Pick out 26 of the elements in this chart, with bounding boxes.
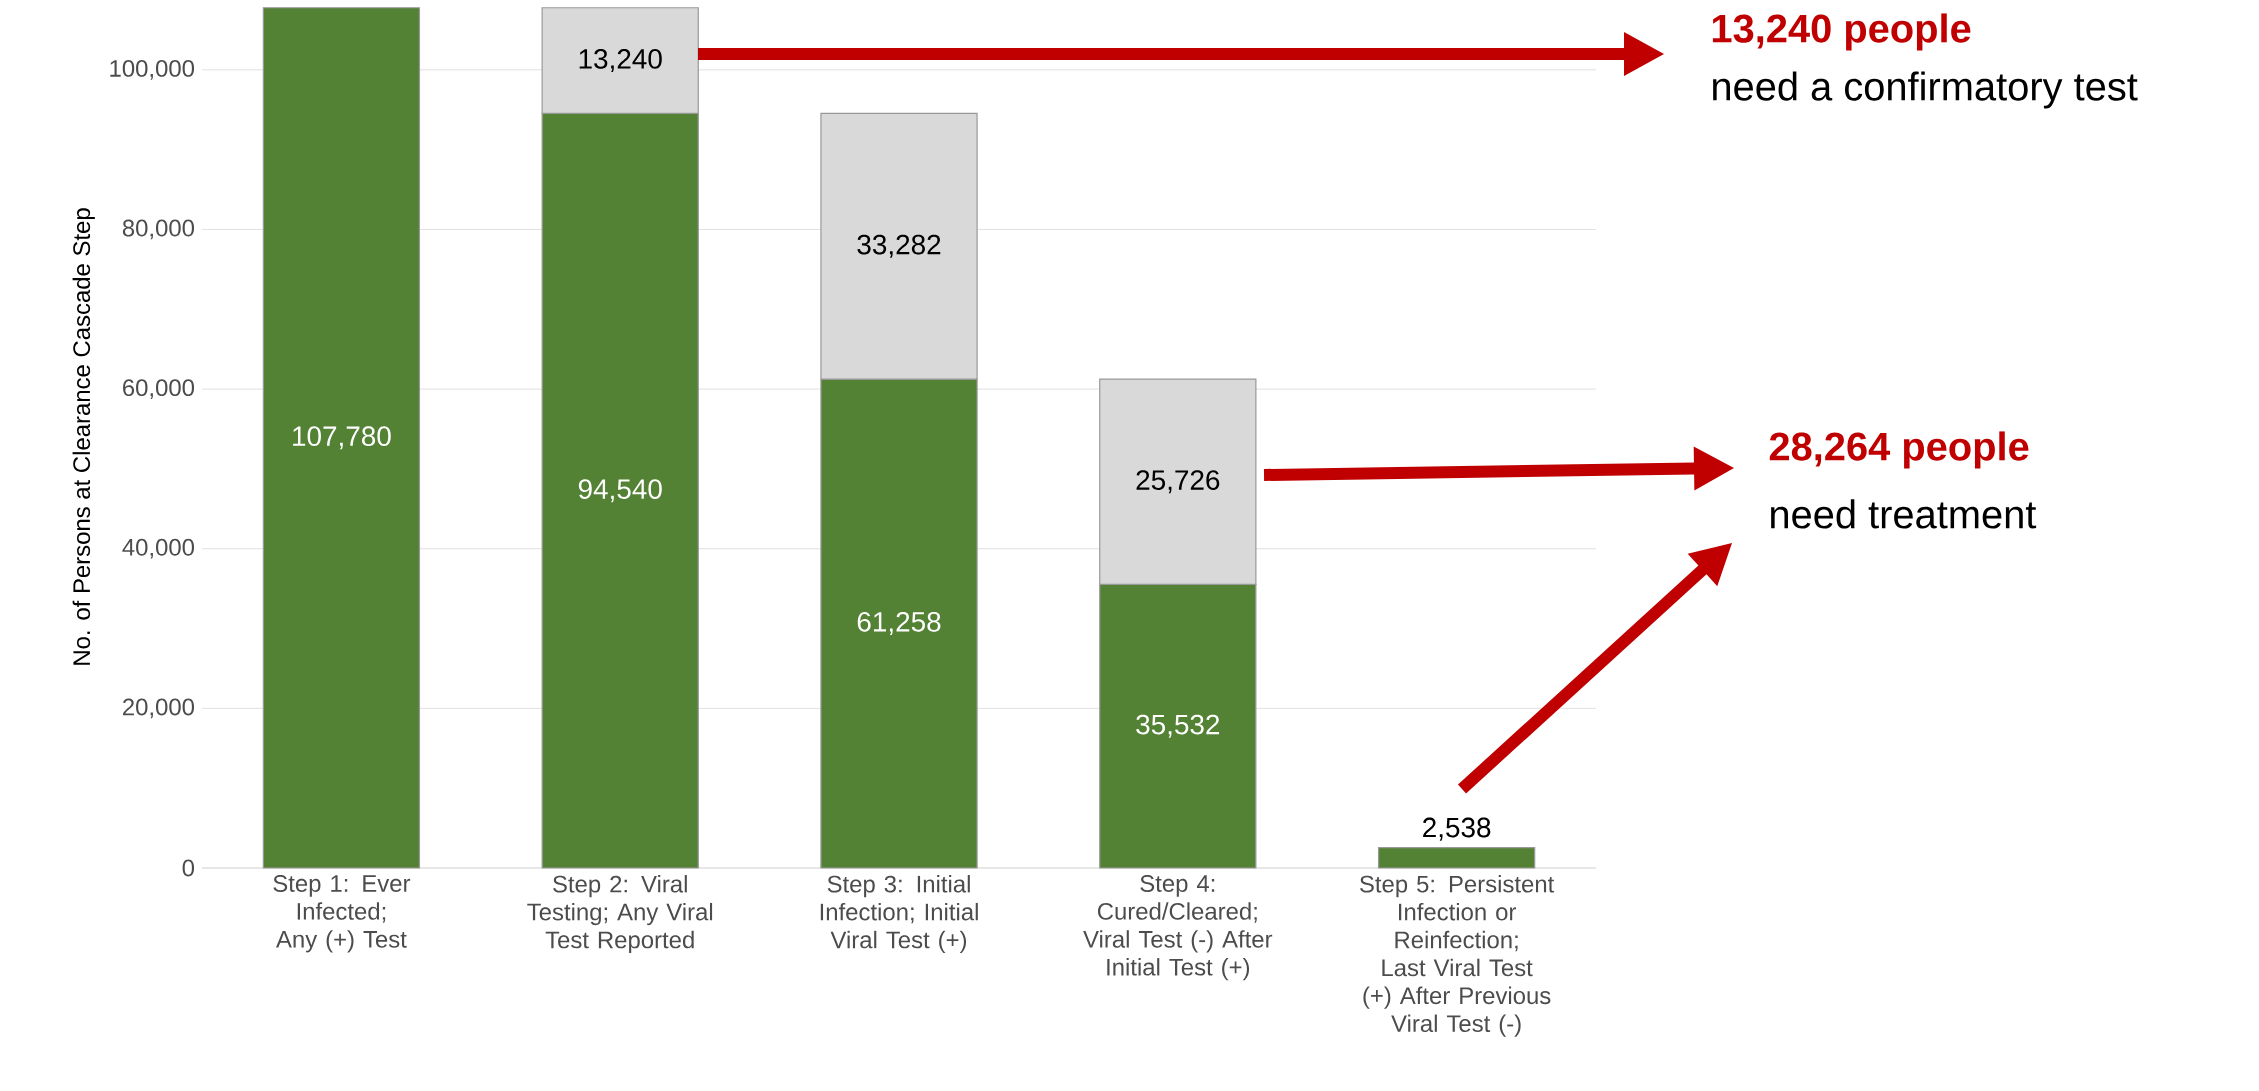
data-label: 94,540 — [578, 479, 662, 503]
y-tick-label: 40,000 — [122, 538, 195, 559]
x-tick-label: Step 5: Persistent Infection or Reinfection; Last Viral Test (+) After Previous Viral Test (-) — [1360, 875, 1555, 1037]
y-tick-label: 60,000 — [123, 379, 195, 399]
y-axis-title: No. of Persons at Clearance Cascade Step — [72, 208, 95, 665]
y-tick-label: 0 — [182, 859, 195, 877]
data-label: 61,258 — [857, 611, 941, 636]
text: need a confirmatory test — [1713, 71, 2138, 109]
data-label: 13,240 — [579, 49, 662, 73]
bar — [1377, 847, 1536, 869]
data-label: 35,532 — [1136, 714, 1220, 738]
y-tick-label: 20,000 — [123, 698, 195, 719]
data-label: 25,726 — [1136, 470, 1220, 494]
text: 28,264 people — [1769, 431, 2029, 469]
x-tick-label: Step 1: Ever Infected; Any (+) Test — [273, 875, 411, 953]
x-tick-label: Step 3: Initial Infection; Initial Viral Test (+) — [820, 875, 978, 954]
text: 13,240 people — [1712, 13, 1971, 51]
data-label: 33,282 — [857, 234, 941, 258]
x-tick-label: Step 2: Viral Testing; Any Viral Test Reported — [527, 875, 713, 954]
data-label: 2,538 — [1423, 817, 1491, 841]
x-tick-label: Step 4: Cured/Cleared; Viral Test (-) After Initial Test (+) — [1083, 875, 1273, 981]
y-tick-label: 100,000 — [110, 59, 195, 80]
text: need treatment — [1771, 499, 2037, 529]
data-label: 107,780 — [293, 426, 391, 450]
y-tick-label: 80,000 — [122, 219, 195, 240]
bar — [262, 7, 421, 869]
